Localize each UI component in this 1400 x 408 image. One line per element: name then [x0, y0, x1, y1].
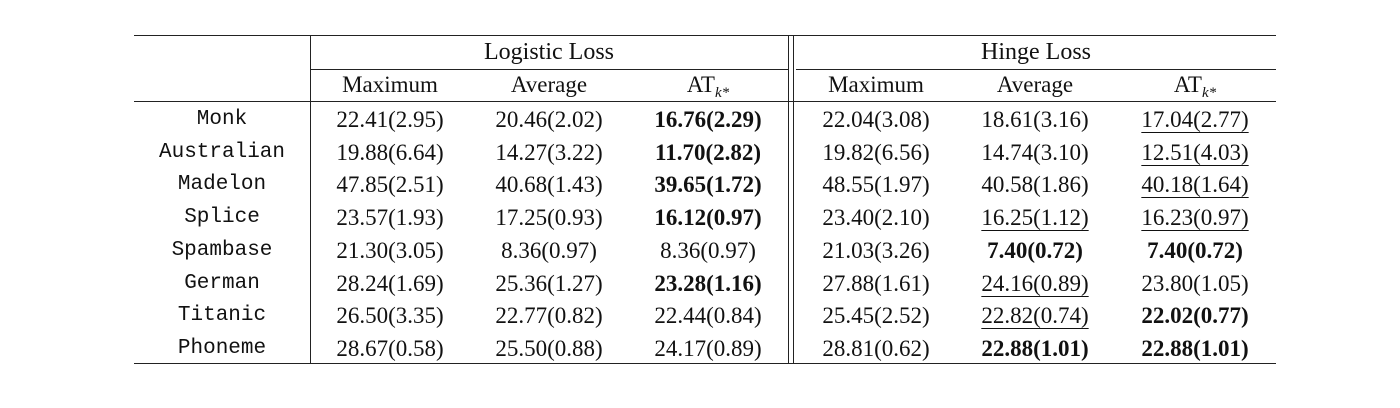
row-label: German	[184, 271, 260, 295]
row-label: Spambase	[171, 238, 273, 262]
table-cell: 22.88(1.01)	[981, 335, 1089, 361]
row-label: Phoneme	[177, 336, 267, 360]
table-cell: 23.80(1.05)	[1141, 270, 1249, 296]
group-underline-logistic	[310, 69, 788, 70]
table-cell: 27.88(1.61)	[822, 270, 930, 296]
table-cell: 24.16(0.89)	[981, 270, 1089, 296]
table-cell: 40.18(1.64)	[1141, 172, 1249, 198]
row-label: Titanic	[177, 304, 267, 328]
table-cell: 26.50(3.35)	[336, 303, 444, 329]
table-cell: 22.82(0.74)	[981, 303, 1089, 329]
table-cell: 48.55(1.97)	[822, 172, 930, 198]
col-header-average: Average	[996, 72, 1074, 97]
row-label: Australian	[158, 140, 286, 164]
col-header-at-subscript: k*	[714, 85, 730, 101]
table-cell: 22.88(1.01)	[1141, 335, 1249, 361]
col-header-at-subscript: k*	[1201, 85, 1217, 101]
table-cell: 7.40(0.72)	[1147, 237, 1243, 263]
table-cell: 19.82(6.56)	[822, 139, 930, 165]
row-label: Madelon	[177, 173, 267, 197]
col-header-at: ATk*	[1114, 69, 1276, 101]
table-cell: 25.45(2.52)	[822, 303, 930, 329]
table-cell: 16.23(0.97)	[1141, 205, 1249, 231]
rowname-divider	[310, 35, 311, 363]
table-cell: 22.77(0.82)	[495, 303, 603, 329]
table-cell: 14.74(3.10)	[981, 139, 1089, 165]
table-cell: 21.03(3.26)	[822, 237, 930, 263]
table-cell: 40.68(1.43)	[495, 172, 603, 198]
table-cell: 25.50(0.88)	[495, 335, 603, 361]
table-cell: 22.41(2.95)	[336, 107, 444, 132]
table-cell: 47.85(2.51)	[336, 172, 444, 198]
table-cell: 7.40(0.72)	[987, 237, 1083, 263]
table-cell: 23.57(1.93)	[336, 205, 444, 231]
table-cell: 22.04(3.08)	[822, 107, 930, 132]
table-cell: 17.04(2.77)	[1141, 107, 1249, 132]
col-header-maximum: Maximum	[342, 72, 438, 97]
row-label: Splice	[184, 206, 260, 230]
table-cell: 17.25(0.93)	[495, 205, 603, 231]
table-cell: 16.12(0.97)	[654, 205, 762, 231]
top-rule	[134, 35, 1276, 36]
col-header-average: Average	[510, 72, 588, 97]
group-underline-hinge	[796, 69, 1276, 70]
table-cell: 22.44(0.84)	[654, 303, 762, 329]
table-cell: 20.46(2.02)	[495, 107, 603, 132]
table-cell: 28.81(0.62)	[822, 335, 930, 361]
header-rule	[134, 101, 1276, 102]
col-header-maximum: Maximum	[828, 72, 924, 97]
table-cell: 22.02(0.77)	[1141, 303, 1249, 329]
group-header-logistic: Logistic Loss	[484, 39, 614, 65]
group-header-hinge: Hinge Loss	[981, 39, 1091, 65]
table-cell: 24.17(0.89)	[654, 335, 762, 361]
table-cell: 39.65(1.72)	[654, 172, 762, 198]
table-cell: 25.36(1.27)	[495, 270, 603, 296]
table-cell: 18.61(3.16)	[981, 107, 1089, 132]
table-cell: 28.24(1.69)	[336, 270, 444, 296]
table-cell: 19.88(6.64)	[336, 139, 444, 165]
group-divider-left	[788, 35, 789, 363]
table-cell: 40.58(1.86)	[981, 172, 1089, 198]
bottom-rule	[134, 363, 1276, 364]
col-header-at: ATk*	[628, 69, 788, 101]
table-cell: 23.28(1.16)	[654, 270, 762, 296]
row-label: Monk	[196, 108, 248, 131]
table-cell: 23.40(2.10)	[822, 205, 930, 231]
col-header-at-text: AT	[1173, 72, 1202, 97]
col-header-at-text: AT	[686, 72, 715, 97]
table-cell: 16.25(1.12)	[981, 205, 1089, 231]
table-cell: 16.76(2.29)	[654, 107, 762, 132]
table-cell: 21.30(3.05)	[336, 237, 444, 263]
table-cell: 28.67(0.58)	[336, 335, 444, 361]
table-cell: 14.27(3.22)	[495, 139, 603, 165]
table-cell: 11.70(2.82)	[654, 139, 762, 165]
table-cell: 8.36(0.97)	[660, 237, 756, 263]
group-divider-right	[793, 35, 794, 363]
table-cell: 12.51(4.03)	[1141, 139, 1249, 165]
table-cell: 8.36(0.97)	[501, 237, 597, 263]
